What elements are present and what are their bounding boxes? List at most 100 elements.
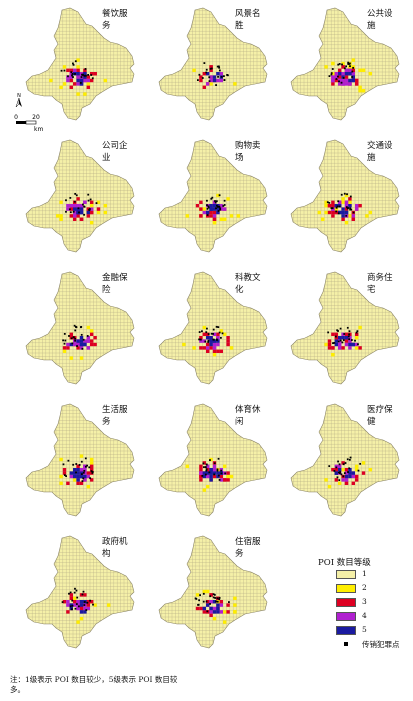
crime-point (335, 466, 338, 469)
poi-cell (76, 478, 80, 482)
poi-cell (73, 596, 77, 600)
crime-point (349, 62, 351, 65)
crime-point (342, 76, 345, 79)
poi-cell (212, 78, 217, 83)
crime-point (89, 599, 92, 602)
crime-point (71, 342, 74, 345)
poi-cell (79, 217, 84, 221)
legend-label-5: 5 (362, 625, 367, 634)
crime-point (201, 330, 203, 333)
poi-cell (73, 474, 77, 479)
poi-cell (69, 75, 73, 79)
crime-point (80, 473, 83, 476)
crime-point (90, 74, 93, 76)
poi-cell (341, 200, 345, 204)
panel-title: 政府机构 (102, 537, 128, 559)
poi-cell (209, 210, 213, 215)
poi-cell (79, 356, 84, 360)
poi-cell (341, 210, 345, 215)
map-panel: 金融保险 (22, 268, 142, 393)
crime-point (63, 332, 66, 335)
poi-cell (79, 474, 84, 479)
poi-cell (90, 207, 94, 211)
region-outline (159, 404, 267, 516)
crime-point (218, 598, 221, 601)
crime-point (206, 204, 208, 207)
crime-point (215, 84, 217, 86)
poi-cell (223, 478, 227, 482)
crime-point (74, 339, 77, 342)
poi-cell (79, 82, 84, 86)
poi-cell (69, 342, 73, 347)
poi-cell (185, 464, 189, 468)
map-panel: 商务住宅 (287, 268, 407, 393)
poi-cell (206, 600, 210, 604)
crime-point (83, 74, 86, 77)
crime-point (219, 208, 222, 211)
crime-point (216, 600, 219, 603)
crime-point (217, 474, 220, 477)
crime-point (352, 66, 355, 69)
poi-cell (206, 603, 210, 607)
crime-point (86, 335, 89, 337)
poi-cell (348, 336, 352, 340)
poi-cell (76, 75, 80, 79)
poi-cell (348, 471, 352, 475)
crime-point (327, 331, 330, 334)
poi-cell (355, 82, 359, 86)
poi-cell (219, 610, 223, 614)
poi-cell (348, 204, 352, 208)
poi-cell (209, 342, 213, 347)
poi-cell (344, 193, 349, 198)
legend-swatch-2 (336, 584, 356, 593)
poi-cell (199, 474, 203, 479)
crime-point (88, 208, 91, 210)
poi-cell (344, 474, 349, 479)
poi-cell (59, 217, 63, 221)
poi-cell (341, 461, 345, 465)
crime-point (204, 473, 207, 476)
crime-point (87, 74, 90, 76)
poi-cell (83, 68, 87, 72)
crime-point (205, 600, 208, 603)
poi-cell (338, 468, 342, 472)
crime-point (79, 326, 82, 329)
poi-cell (341, 207, 345, 211)
poi-cell (195, 204, 200, 208)
crime-point (218, 331, 221, 334)
crime-point (336, 205, 339, 208)
poi-cell (341, 346, 345, 350)
crime-point (216, 597, 219, 600)
poi-cell (331, 346, 335, 350)
poi-cell (79, 339, 84, 343)
poi-cell (344, 339, 349, 343)
crime-point (83, 205, 86, 208)
poi-cell (348, 200, 352, 204)
poi-cell (103, 210, 107, 215)
poi-cell (90, 332, 94, 336)
poi-cell (226, 197, 230, 201)
poi-cell (331, 207, 335, 211)
crime-point (88, 209, 91, 211)
poi-cell (355, 207, 359, 211)
poi-cell (66, 346, 70, 350)
crime-point (206, 327, 208, 330)
poi-cell (209, 346, 213, 350)
poi-cell (86, 214, 90, 218)
poi-cell (212, 353, 217, 357)
crime-point (214, 597, 217, 599)
poi-cell (327, 485, 332, 489)
poi-cell (344, 471, 349, 475)
crime-point (338, 63, 341, 65)
poi-cell (209, 68, 213, 72)
poi-cell (79, 593, 84, 597)
crime-point (328, 201, 331, 204)
poi-cell (327, 346, 332, 350)
poi-cell (90, 464, 94, 468)
poi-cell (73, 68, 77, 72)
poi-cell (185, 214, 189, 218)
poi-cell (219, 468, 223, 472)
poi-cell (199, 207, 203, 211)
poi-cell (202, 85, 206, 89)
poi-cell (229, 214, 234, 218)
